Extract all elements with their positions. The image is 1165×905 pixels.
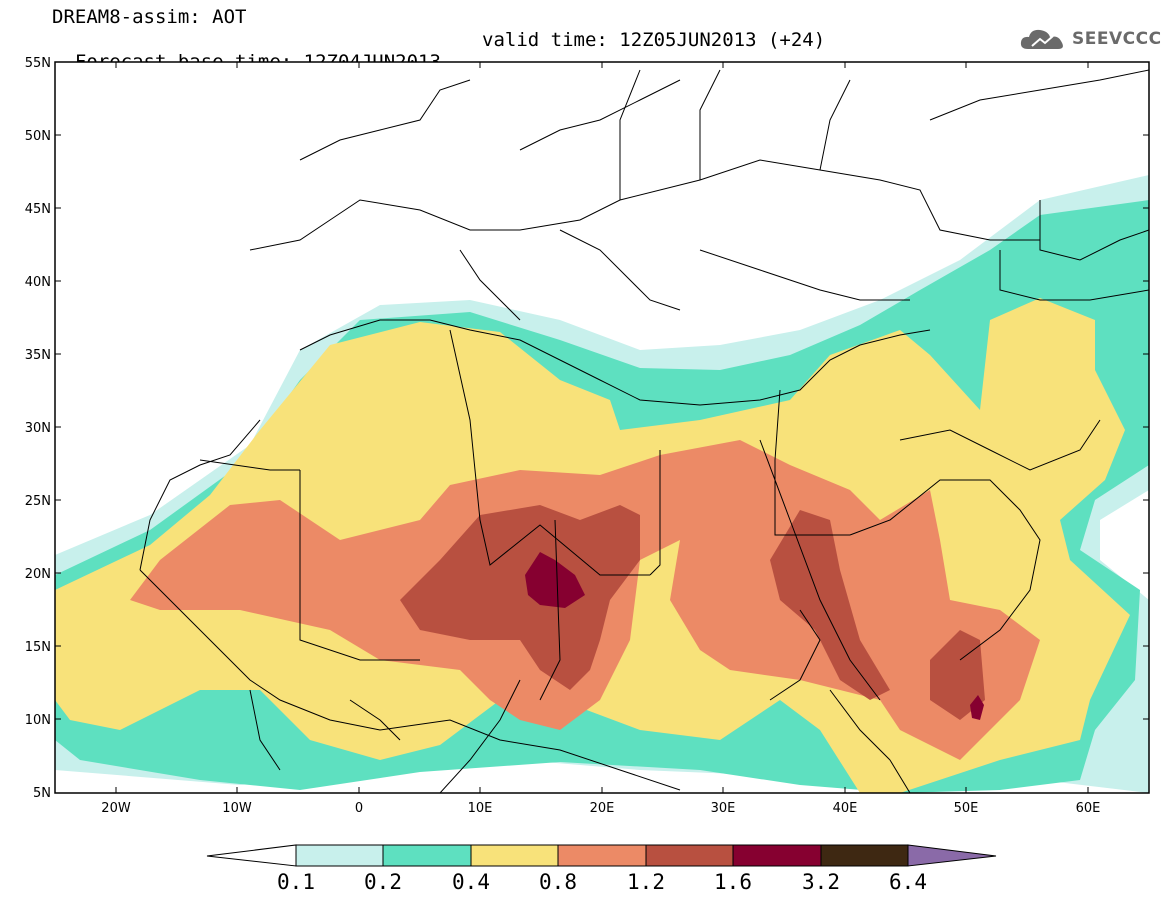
colorbar-lt-0.1 xyxy=(206,844,297,867)
lon-label: 30E xyxy=(711,801,736,816)
lon-label: 0 xyxy=(355,801,363,816)
colorbar-0.8-1.2 xyxy=(557,844,647,867)
lat-label: 25N xyxy=(25,494,51,509)
lat-label: 10N xyxy=(25,713,51,728)
colorbar-3.2-6.4 xyxy=(820,844,909,867)
lat-label: 55N xyxy=(25,56,51,71)
lat-label: 40N xyxy=(25,275,51,290)
logo-text: SEEVCCC xyxy=(1072,29,1162,49)
lon-label: 10E xyxy=(468,801,493,816)
colorbar xyxy=(206,844,997,867)
map-title: DREAM8-assim: AOT xyxy=(52,6,247,28)
valid-time: valid time: 12Z05JUN2013 (+24) xyxy=(482,29,826,51)
lon-axis: 20W 10W 0 10E 20E 30E 40E 50E 60E xyxy=(101,62,1100,816)
colorbar-1.2-1.6 xyxy=(645,844,734,867)
lat-label: 45N xyxy=(25,202,51,217)
colorbar-label: 6.4 xyxy=(889,870,927,894)
colorbar-label: 0.4 xyxy=(452,870,490,894)
colorbar-0.2-0.4 xyxy=(382,844,472,867)
logo: SEEVCCC xyxy=(1018,24,1162,54)
lat-label: 15N xyxy=(25,640,51,655)
lon-label: 10W xyxy=(222,801,252,816)
colorbar-label: 0.8 xyxy=(539,870,577,894)
lon-label: 50E xyxy=(954,801,979,816)
lat-label: 35N xyxy=(25,348,51,363)
colorbar-label: 0.1 xyxy=(277,870,315,894)
colorbar-0.1-0.2 xyxy=(295,844,384,867)
lon-label: 40E xyxy=(833,801,858,816)
lat-label: 5N xyxy=(33,786,51,801)
lon-label: 20W xyxy=(101,801,131,816)
colorbar-label: 0.2 xyxy=(364,870,402,894)
cloud-icon xyxy=(1020,29,1063,49)
colorbar-label: 1.2 xyxy=(627,870,665,894)
lat-label: 20N xyxy=(25,567,51,582)
lat-label: 30N xyxy=(25,421,51,436)
lat-label: 50N xyxy=(25,129,51,144)
lon-label: 60E xyxy=(1076,801,1101,816)
colorbar-gt-6.4 xyxy=(907,844,997,867)
lon-label: 20E xyxy=(590,801,615,816)
lat-axis: 55N 50N 45N 40N 35N 30N 25N 20N 15N 10N … xyxy=(25,56,1149,801)
colorbar-1.6-3.2 xyxy=(732,844,822,867)
aot-field xyxy=(55,62,1149,793)
colorbar-label: 1.6 xyxy=(714,870,752,894)
colorbar-label: 3.2 xyxy=(802,870,840,894)
borders xyxy=(139,69,1149,793)
colorbar-0.4-0.8 xyxy=(470,844,559,867)
